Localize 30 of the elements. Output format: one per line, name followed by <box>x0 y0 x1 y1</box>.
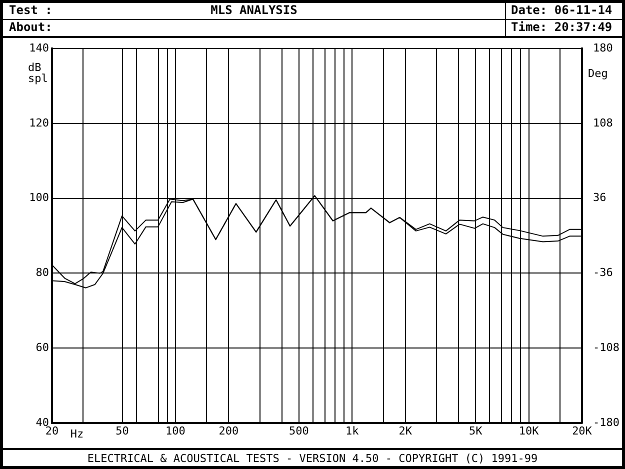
y-tick-label: 140 <box>29 41 49 54</box>
y2-axis-title: Deg <box>588 66 608 80</box>
text: Date: 06-11-14 <box>511 3 612 18</box>
x-axis-title: Hz <box>70 427 84 440</box>
text: Test : <box>9 3 52 18</box>
chart-title: MLS ANALYSIS <box>210 3 298 17</box>
y-tick-label: 120 <box>29 116 49 130</box>
text: Time: 20:37:49 <box>511 20 612 35</box>
x-tick-label: 1k <box>346 424 360 438</box>
x-tick-label: 50 <box>116 424 129 438</box>
y2-tick-label: -180 <box>593 416 620 429</box>
y2-tick-label: 180 <box>593 41 613 54</box>
y-tick-label: 100 <box>29 191 49 204</box>
y2-tick-label: -36 <box>593 266 613 280</box>
x-tick-label: 5K <box>469 424 483 438</box>
y-tick-label: 80 <box>36 266 49 280</box>
y2-tick-label: -108 <box>593 340 620 354</box>
x-tick-label: 10K <box>518 424 540 438</box>
x-tick-label: 100 <box>166 424 186 438</box>
x-tick-label: 2K <box>398 424 412 438</box>
x-tick-label: 20K <box>572 424 592 438</box>
y2-tick-label: 36 <box>593 191 606 204</box>
y-axis-title: dB spl <box>28 60 48 85</box>
y-tick-label: 40 <box>36 416 49 429</box>
text: About: <box>9 20 52 35</box>
x-tick-label: 200 <box>218 424 239 438</box>
x-tick-label: 500 <box>289 424 309 438</box>
y2-tick-label: 108 <box>593 116 613 130</box>
y-tick-label: 60 <box>36 340 49 354</box>
text: ELECTRICAL & ACOUSTICAL TESTS - VERSION 4.50 - COPYRIGHT (C) 1991-99 <box>3 448 622 468</box>
